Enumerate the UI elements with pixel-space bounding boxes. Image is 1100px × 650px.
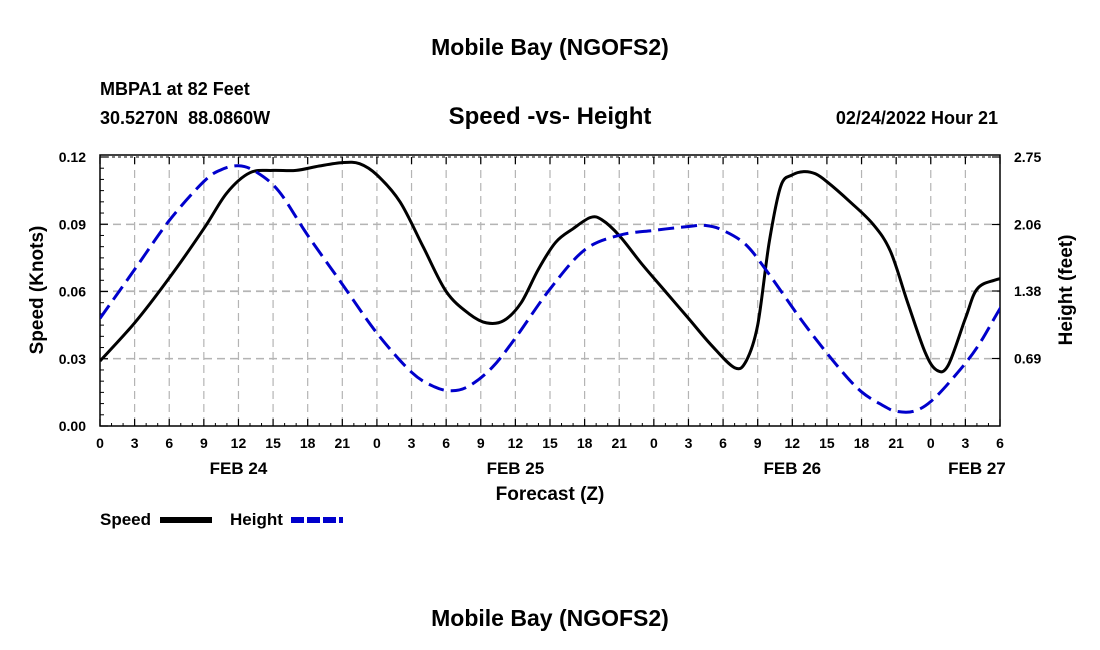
- x-tick-label: 3: [961, 435, 969, 451]
- station-name: MBPA1 at 82 Feet: [100, 79, 250, 99]
- axis-ticks: [99, 156, 1001, 427]
- x-tick-label: 21: [888, 435, 904, 451]
- y-tick-label: 0.12: [59, 149, 86, 165]
- x-tick-label: 9: [200, 435, 208, 451]
- series-line-speed: [100, 160, 1000, 374]
- chart-timestamp: 02/24/2022 Hour 21: [836, 108, 998, 128]
- station-coords: 30.5270N 88.0860W: [100, 108, 270, 128]
- y2-axis-title: Height (feet): [1056, 235, 1077, 346]
- y2-tick-label: 2.06: [1014, 216, 1041, 232]
- x-tick-label: 9: [754, 435, 762, 451]
- data-series: [100, 160, 1000, 414]
- x-tick-label: 3: [131, 435, 139, 451]
- x-tick-label: 6: [719, 435, 727, 451]
- x-tick-label: 12: [231, 435, 247, 451]
- x-tick-label: 6: [165, 435, 173, 451]
- page-title-bottom: Mobile Bay (NGOFS2): [431, 605, 669, 631]
- x-axis-title: Forecast (Z): [496, 484, 605, 505]
- legend-label-speed: Speed: [100, 510, 151, 529]
- x-tick-label: 15: [265, 435, 281, 451]
- page-title-top: Mobile Bay (NGOFS2): [431, 34, 669, 60]
- x-tick-label: 3: [685, 435, 693, 451]
- day-label: FEB 25: [487, 459, 545, 478]
- x-tick-label: 15: [542, 435, 558, 451]
- y-tick-label: 0.06: [59, 284, 86, 300]
- y-tick-label: 0.03: [59, 351, 86, 367]
- y2-tick-label: 2.75: [1014, 149, 1041, 165]
- day-label: FEB 26: [763, 459, 821, 478]
- x-tick-label: 18: [300, 435, 316, 451]
- chart-title: Speed -vs- Height: [449, 103, 652, 130]
- y2-tick-label: 1.38: [1014, 283, 1041, 299]
- day-label: FEB 24: [210, 459, 268, 478]
- x-tick-label: 6: [442, 435, 450, 451]
- x-tick-label: 18: [854, 435, 870, 451]
- y-tick-label: 0.00: [59, 418, 86, 434]
- x-tick-label: 0: [650, 435, 658, 451]
- x-tick-label: 6: [996, 435, 1004, 451]
- x-tick-label: 0: [927, 435, 935, 451]
- legend-label-height: Height: [230, 510, 283, 529]
- tick-labels: 0 3 6 9 12 15 18 21 0 3 6 9 12 15 18 21 0 3 6 9 12 15 18 21 0 3 6 0…: [59, 149, 1042, 478]
- x-tick-label: 3: [408, 435, 416, 451]
- x-tick-label: 21: [335, 435, 351, 451]
- x-tick-label: 12: [508, 435, 524, 451]
- x-tick-label: 9: [477, 435, 485, 451]
- y-axis-title: Speed (Knots): [27, 226, 48, 355]
- x-tick-label: 21: [611, 435, 627, 451]
- legend: Speed Height: [100, 510, 343, 529]
- series-line-height: [100, 164, 1000, 414]
- x-tick-label: 0: [96, 435, 104, 451]
- x-tick-label: 0: [373, 435, 381, 451]
- day-label: FEB 27: [948, 459, 1006, 478]
- y-tick-label: 0.09: [59, 216, 86, 232]
- x-tick-label: 12: [785, 435, 801, 451]
- y2-tick-label: 0.69: [1014, 351, 1041, 367]
- x-tick-label: 18: [577, 435, 593, 451]
- x-tick-label: 15: [819, 435, 835, 451]
